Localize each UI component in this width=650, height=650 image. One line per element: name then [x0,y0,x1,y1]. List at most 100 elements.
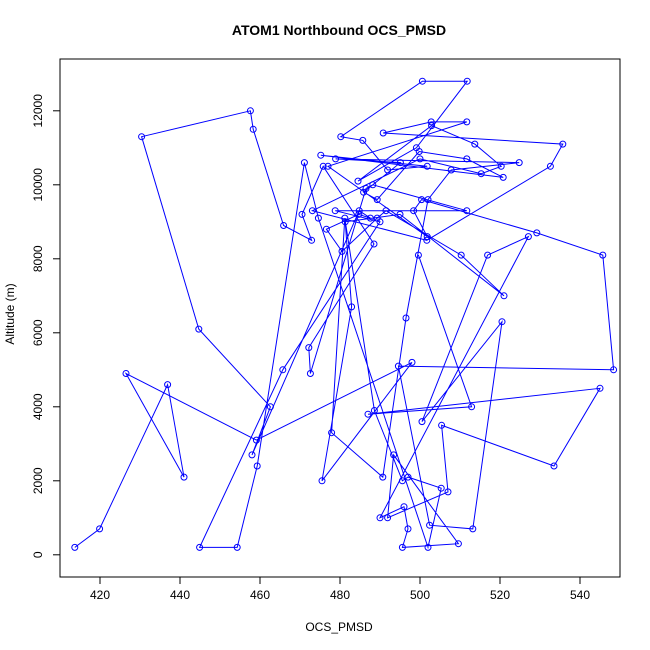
data-point [314,214,322,222]
data-point [355,210,363,218]
data-point [138,133,146,141]
data-point [322,225,330,233]
data-point [332,155,340,163]
data-point [515,159,523,167]
data-point [233,543,241,551]
data-point [366,214,374,222]
x-axis: 420 440 460 480 500 520 540 [90,576,590,602]
data-point [444,488,452,496]
x-tick-label: 440 [170,588,190,602]
data-point [317,151,325,159]
y-tick-label: 0 [31,551,45,558]
data-point [394,362,402,370]
x-axis-label: OCS_PMSD [305,620,373,634]
data-point [457,251,465,259]
data-point [477,170,485,178]
y-axis-label: Altitude (m) [3,283,17,344]
series-layer [71,77,618,551]
data-point [384,514,392,522]
data-point [308,236,316,244]
data-point [354,177,362,185]
data-point [500,292,508,300]
y-tick-label: 6000 [31,319,45,346]
data-point [400,503,408,511]
data-point [338,247,346,255]
data-point [499,173,507,181]
data-point [447,166,455,174]
data-point [370,240,378,248]
chart-title: ATOM1 Northbound OCS_PMSD [232,22,446,38]
data-point [418,77,426,85]
data-point [404,473,412,481]
data-point [438,421,446,429]
data-point [402,314,410,322]
data-point [300,159,308,167]
data-point [360,188,368,196]
data-point [469,525,477,533]
data-point [426,521,434,529]
data-point [373,196,381,204]
data-point [414,251,422,259]
data-point [359,136,367,144]
data-point [364,410,372,418]
x-tick-label: 420 [90,588,110,602]
data-point [423,236,431,244]
data-point [498,318,506,326]
data-point [71,543,79,551]
y-tick-label: 2000 [31,467,45,494]
data-point [331,207,339,215]
y-tick-label: 4000 [31,393,45,420]
data-point [599,251,607,259]
data-point [252,436,260,444]
y-tick-label: 12000 [31,94,45,128]
data-point [468,403,476,411]
data-point [428,122,436,130]
data-point [398,543,406,551]
data-point [463,77,471,85]
y-tick-label: 10000 [31,168,45,202]
data-point [370,407,378,414]
x-tick-label: 460 [250,588,270,602]
data-point [418,418,426,426]
data-point [369,181,377,189]
data-point [196,543,204,551]
data-point [484,251,492,259]
data-point [412,144,420,152]
data-point [382,207,390,215]
data-point [376,218,384,226]
data-point [253,462,261,470]
data-point [328,429,336,437]
data-point [318,477,326,485]
data-point [471,140,479,148]
data-point [610,366,618,374]
data-point [524,233,532,241]
data-point [279,366,287,374]
data-point [308,207,316,215]
data-point [348,303,356,311]
y-tick-label: 8000 [31,245,45,272]
data-point [266,403,274,411]
data-point [423,233,431,241]
data-point [396,210,404,218]
series-line [74,80,615,550]
data-point [355,207,363,215]
data-point [390,451,398,459]
data-point [416,155,424,163]
data-point [341,218,349,226]
data-point [324,162,332,170]
data-point [337,133,345,141]
data-point [341,214,349,222]
data-point [379,473,387,481]
data-point [463,207,471,215]
data-point [195,325,203,333]
data-point [410,207,418,215]
data-point [122,370,130,377]
y-axis: 0 2000 4000 6000 8000 10000 12000 [31,94,61,558]
data-point [463,155,471,163]
data-point [96,525,104,533]
data-point [376,514,384,522]
data-point [319,162,327,170]
data-point [418,196,426,204]
data-point [362,185,370,192]
